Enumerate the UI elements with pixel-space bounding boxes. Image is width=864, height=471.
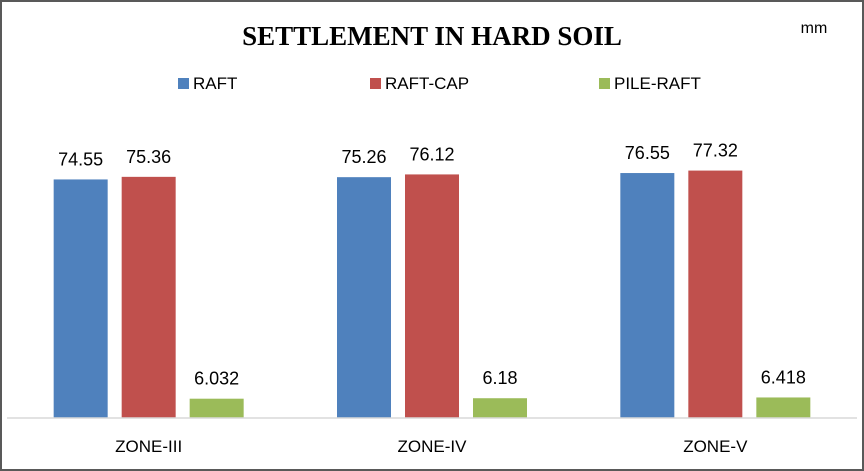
value-label-raft-cap-zone-v: 77.32	[693, 141, 738, 161]
x-tick-zone-iii: ZONE-III	[115, 437, 182, 456]
bar-pile-raft-zone-iii	[189, 398, 244, 418]
legend-swatch-raft-cap	[370, 78, 381, 89]
value-label-pile-raft-zone-v: 6.418	[761, 367, 806, 387]
value-label-raft-zone-v: 76.55	[625, 143, 670, 163]
bar-raft-zone-iii	[53, 179, 108, 418]
x-tick-zone-iv: ZONE-IV	[398, 437, 468, 456]
bar-raft-cap-zone-v	[688, 170, 743, 418]
value-label-raft-cap-zone-iv: 76.12	[409, 144, 454, 164]
bars-group	[53, 170, 811, 418]
legend-label-pile-raft: PILE-RAFT	[614, 74, 701, 93]
legend-label-raft: RAFT	[193, 74, 237, 93]
legend-swatch-raft	[178, 78, 189, 89]
bar-raft-zone-iv	[337, 177, 391, 418]
value-label-raft-zone-iv: 75.26	[341, 147, 386, 167]
unit-label: mm	[801, 20, 828, 37]
value-labels-group: 74.55 75.36 6.032 75.26 76.12 6.18 76.55 77.32 6…	[58, 141, 806, 389]
bar-pile-raft-zone-iv	[473, 398, 527, 418]
legend-label-raft-cap: RAFT-CAP	[385, 74, 469, 93]
legend: RAFT RAFT-CAP PILE-RAFT	[178, 74, 701, 93]
legend-swatch-pile-raft	[599, 78, 610, 89]
value-label-pile-raft-zone-iii: 6.032	[194, 369, 239, 389]
x-tick-labels: ZONE-III ZONE-IV ZONE-V	[115, 437, 748, 456]
value-label-pile-raft-zone-iv: 6.18	[482, 368, 517, 388]
bar-raft-zone-v	[620, 173, 675, 418]
bar-raft-cap-zone-iii	[121, 176, 176, 418]
value-label-raft-zone-iii: 74.55	[58, 149, 103, 169]
x-tick-zone-v: ZONE-V	[683, 437, 748, 456]
bar-pile-raft-zone-v	[756, 397, 811, 418]
chart-title: SETTLEMENT IN HARD SOIL	[242, 21, 622, 51]
value-label-raft-cap-zone-iii: 75.36	[126, 147, 171, 167]
bar-raft-cap-zone-iv	[405, 174, 459, 418]
